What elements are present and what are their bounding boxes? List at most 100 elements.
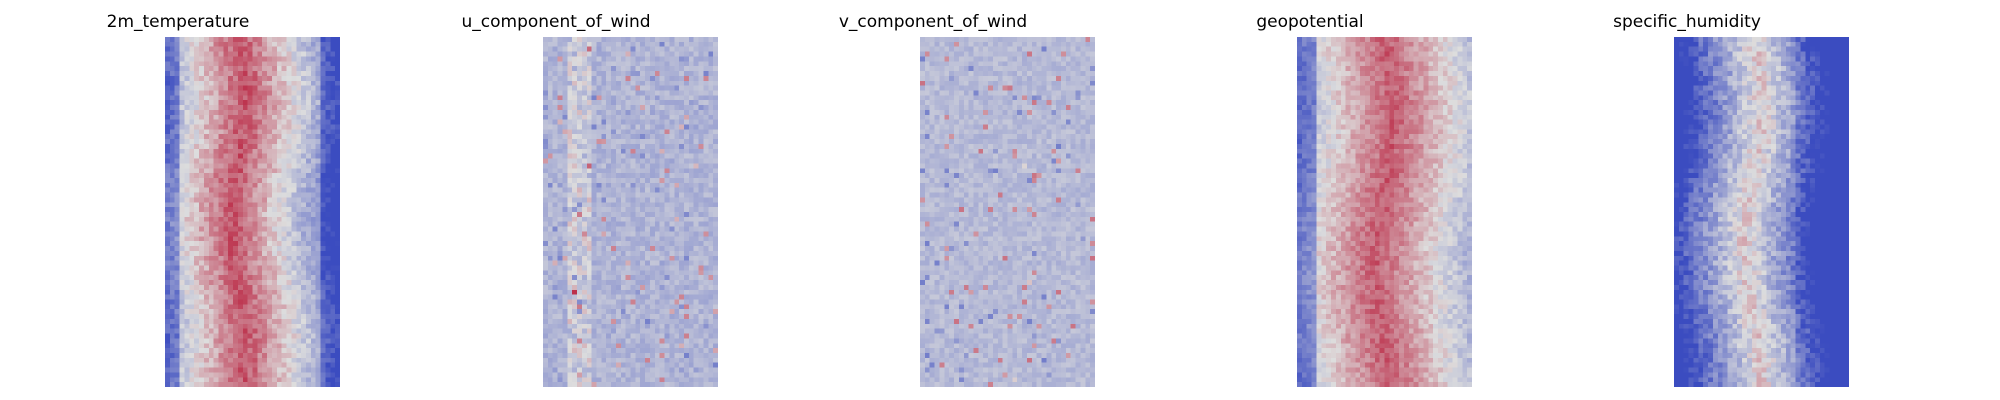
heatmap-cell (271, 367, 277, 373)
heatmap-cell (645, 236, 651, 242)
heatmap-cell (325, 134, 331, 140)
heatmap-cell (286, 382, 292, 387)
heatmap-cell (315, 212, 321, 218)
heatmap-cell (194, 304, 200, 310)
heatmap-cell (606, 66, 612, 72)
heatmap-cell (543, 338, 549, 344)
heatmap-cell (679, 37, 685, 43)
heatmap-cell (257, 372, 263, 378)
heatmap-cell (325, 226, 331, 232)
heatmap-cell (247, 46, 253, 52)
heatmap-cell (237, 338, 243, 344)
heatmap-cell (693, 265, 699, 271)
heatmap-cell (630, 134, 636, 140)
heatmap-cell (645, 333, 651, 339)
heatmap-cell (305, 216, 312, 222)
heatmap-cell (683, 216, 690, 222)
heatmap-cell (257, 294, 263, 300)
heatmap-cell (698, 197, 704, 203)
heatmap-cell (315, 119, 321, 125)
heatmap-cell (208, 119, 214, 125)
heatmap-cell (194, 294, 200, 300)
heatmap-cell (683, 153, 690, 159)
heatmap-cell (552, 153, 558, 159)
heatmap-cell (237, 367, 243, 373)
heatmap-cell (208, 202, 214, 208)
heatmap-cell (572, 134, 578, 140)
heatmap-cell (208, 323, 214, 329)
heatmap-cell (669, 95, 675, 101)
heatmap-cell (223, 323, 229, 329)
heatmap-cell (572, 143, 578, 149)
heatmap-cell (184, 41, 190, 47)
heatmap-cell (228, 129, 234, 135)
heatmap-cell (310, 71, 316, 77)
heatmap-cell (165, 51, 171, 57)
heatmap-cell (271, 105, 277, 111)
heatmap-cell (271, 212, 277, 218)
heatmap-cell (640, 192, 646, 198)
heatmap-cell (276, 216, 282, 222)
heatmap-cell (572, 212, 578, 218)
heatmap-cell (688, 66, 694, 72)
heatmap-cell (179, 343, 185, 349)
heatmap-cell (189, 212, 195, 218)
heatmap-cell (169, 207, 175, 213)
heatmap-cell (557, 260, 563, 266)
heatmap-cell (247, 109, 253, 115)
heatmap-cell (257, 246, 263, 252)
heatmap-cell (693, 143, 699, 149)
heatmap-cell (310, 105, 316, 111)
heatmap-cell (233, 139, 239, 145)
heatmap-cell (247, 382, 253, 387)
heatmap-cell (315, 46, 321, 52)
heatmap-cell (330, 377, 336, 383)
heatmap-cell (552, 241, 558, 247)
heatmap-cell (262, 294, 268, 300)
heatmap-cell (228, 241, 234, 247)
heatmap-cell (630, 95, 636, 101)
heatmap-cell (252, 318, 258, 324)
heatmap-cell (174, 153, 180, 159)
heatmap-cell (305, 124, 312, 130)
heatmap-cell (330, 246, 336, 252)
heatmap-cell (199, 246, 205, 252)
heatmap-cell (301, 275, 307, 281)
heatmap-cell (615, 163, 621, 169)
heatmap-cell (315, 71, 321, 77)
heatmap-cell (320, 333, 326, 339)
heatmap-cell (625, 85, 631, 91)
heatmap-cell (281, 143, 287, 149)
heatmap-cell (281, 289, 287, 295)
heatmap-cell (179, 231, 185, 237)
heatmap-cell (315, 41, 321, 47)
heatmap-cell (184, 80, 190, 86)
heatmap-cell (305, 333, 312, 339)
heatmap-cell (233, 153, 239, 159)
heatmap-cell (640, 348, 646, 354)
heatmap-cell (698, 182, 704, 188)
heatmap-cell (562, 226, 568, 232)
heatmap-cell (184, 56, 190, 62)
heatmap-cell (543, 80, 549, 86)
heatmap-cell (572, 56, 578, 62)
heatmap-cell (693, 309, 699, 315)
heatmap-cell (679, 163, 685, 169)
heatmap-cell (640, 95, 646, 101)
heatmap-cell (296, 333, 302, 339)
heatmap-cell (165, 75, 171, 81)
heatmap-cell (179, 318, 185, 324)
heatmap-cell (169, 197, 175, 203)
heatmap-cell (543, 207, 549, 213)
heatmap-cell (664, 143, 670, 149)
heatmap-cell (679, 236, 685, 242)
heatmap-cell (567, 352, 573, 359)
heatmap-cell (577, 192, 583, 198)
heatmap-cell (552, 250, 558, 256)
heatmap-cell (567, 294, 573, 300)
heatmap-cell (325, 246, 331, 252)
heatmap-cell (262, 352, 268, 359)
heatmap-cell (591, 246, 597, 252)
heatmap-cell (286, 95, 292, 101)
heatmap-cell (543, 61, 549, 67)
